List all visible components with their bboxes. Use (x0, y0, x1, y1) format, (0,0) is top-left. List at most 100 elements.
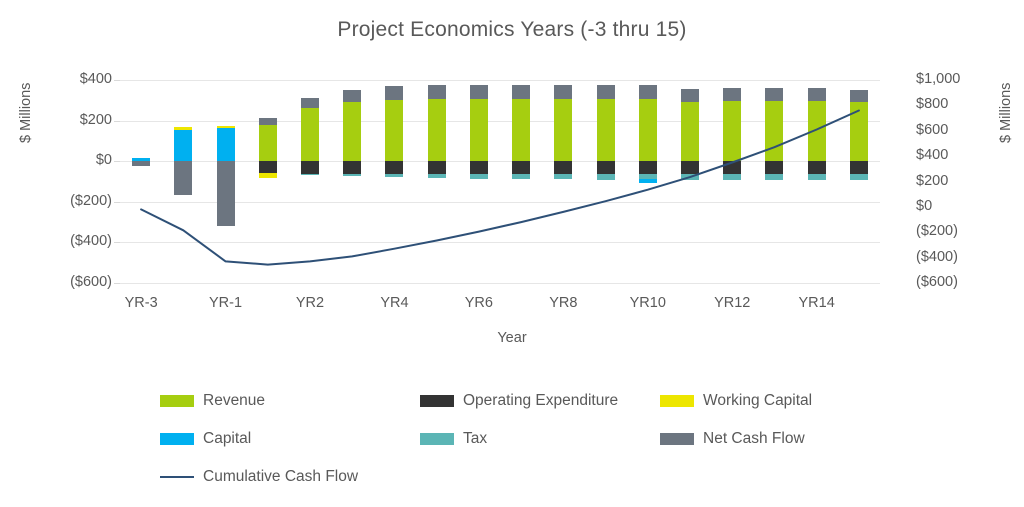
bar-segment[interactable] (849, 102, 868, 162)
bar-segment[interactable] (469, 99, 488, 162)
bar-segment[interactable] (385, 173, 404, 178)
bar-segment[interactable] (554, 99, 573, 162)
bar-segment[interactable] (385, 100, 404, 162)
bar-segment[interactable] (258, 124, 277, 162)
bar-group[interactable] (469, 80, 488, 283)
bar-segment[interactable] (427, 99, 446, 162)
bar-segment[interactable] (681, 101, 699, 162)
y-axis-left-tick-label: $0 (95, 152, 112, 169)
bar-segment[interactable] (638, 85, 657, 100)
bar-group[interactable] (638, 80, 657, 283)
bar-group[interactable] (427, 80, 446, 283)
bar-segment[interactable] (512, 173, 531, 180)
bar-segment[interactable] (427, 161, 446, 174)
bar-segment[interactable] (301, 173, 319, 175)
bar-group[interactable] (596, 80, 615, 283)
bar-segment[interactable] (849, 161, 868, 174)
bar-segment[interactable] (596, 85, 615, 100)
bar-segment[interactable] (301, 161, 319, 174)
bar-segment[interactable] (807, 173, 826, 180)
bar-segment[interactable] (638, 161, 657, 174)
gridline (120, 120, 880, 122)
bar-group[interactable] (849, 80, 868, 283)
bar-segment[interactable] (638, 99, 657, 162)
bar-segment[interactable] (216, 125, 235, 129)
bar-segment[interactable] (723, 173, 742, 180)
bar-segment[interactable] (681, 89, 699, 102)
bar-segment[interactable] (681, 161, 699, 174)
bar-segment[interactable] (765, 161, 784, 174)
bar-segment[interactable] (596, 173, 615, 180)
y-axis-left-tick-label: ($600) (70, 274, 112, 290)
bar-segment[interactable] (723, 88, 742, 102)
y-axis-right-tick-label: $800 (916, 96, 949, 113)
bar-group[interactable] (132, 80, 151, 283)
bar-segment[interactable] (174, 126, 193, 130)
y-axis-left-tick-label: $200 (79, 111, 112, 128)
legend-item[interactable]: Net Cash Flow (660, 424, 805, 454)
legend-label: Revenue (203, 392, 266, 410)
bar-segment[interactable] (258, 161, 277, 174)
bar-segment[interactable] (554, 173, 573, 180)
bar-segment[interactable] (427, 85, 446, 100)
bar-segment[interactable] (469, 173, 488, 179)
bar-segment[interactable] (596, 99, 615, 162)
bar-segment[interactable] (512, 85, 531, 100)
legend-item[interactable]: Cumulative Cash Flow (160, 462, 358, 492)
gridline (120, 161, 880, 163)
bar-segment[interactable] (638, 179, 657, 183)
bar-segment[interactable] (343, 89, 362, 103)
bar-segment[interactable] (427, 173, 446, 179)
bar-segment[interactable] (596, 161, 615, 174)
bar-group[interactable] (258, 80, 277, 283)
bar-segment[interactable] (807, 101, 826, 162)
legend-label: Cumulative Cash Flow (203, 468, 359, 486)
legend-item[interactable]: Capital (160, 424, 251, 454)
bar-group[interactable] (512, 80, 531, 283)
x-axis-tick-label: YR10 (629, 295, 666, 311)
bar-segment[interactable] (132, 161, 151, 166)
bar-segment[interactable] (469, 161, 488, 174)
bar-group[interactable] (216, 80, 235, 283)
bar-segment[interactable] (343, 161, 362, 174)
bar-segment[interactable] (258, 173, 277, 178)
bar-segment[interactable] (174, 129, 193, 162)
legend-item[interactable]: Tax (420, 424, 487, 454)
bar-segment[interactable] (512, 99, 531, 162)
bar-segment[interactable] (554, 85, 573, 100)
bar-segment[interactable] (385, 161, 404, 174)
bar-group[interactable] (385, 80, 404, 283)
y-axis-right-tick-label: ($200) (916, 223, 958, 240)
bar-segment[interactable] (723, 101, 742, 162)
bar-segment[interactable] (258, 117, 277, 125)
bar-segment[interactable] (301, 98, 319, 109)
bar-segment[interactable] (469, 85, 488, 100)
bar-segment[interactable] (765, 88, 784, 102)
legend-row: Capital Tax Net Cash Flow (160, 424, 860, 454)
bar-group[interactable] (174, 80, 193, 283)
legend-item[interactable]: Revenue (160, 386, 265, 416)
bar-group[interactable] (807, 80, 826, 283)
bar-group[interactable] (301, 80, 319, 283)
bar-segment[interactable] (512, 161, 531, 174)
bar-segment[interactable] (301, 108, 319, 162)
bar-segment[interactable] (554, 161, 573, 174)
bar-segment[interactable] (343, 102, 362, 162)
bar-segment[interactable] (216, 128, 235, 162)
bar-segment[interactable] (849, 89, 868, 103)
bar-segment[interactable] (385, 86, 404, 101)
x-axis-tick-label: YR8 (549, 295, 578, 311)
legend-item[interactable]: Operating Expenditure (420, 386, 618, 416)
bar-segment[interactable] (638, 173, 657, 180)
bar-segment[interactable] (174, 161, 193, 195)
bar-segment[interactable] (807, 161, 826, 174)
bar-segment[interactable] (343, 173, 362, 177)
bar-segment[interactable] (765, 173, 784, 180)
legend-item[interactable]: Working Capital (660, 386, 812, 416)
bar-segment[interactable] (807, 88, 826, 102)
bar-group[interactable] (343, 80, 362, 283)
bar-segment[interactable] (132, 158, 151, 162)
bar-group[interactable] (554, 80, 573, 283)
bar-segment[interactable] (216, 161, 235, 226)
bar-segment[interactable] (849, 173, 868, 180)
